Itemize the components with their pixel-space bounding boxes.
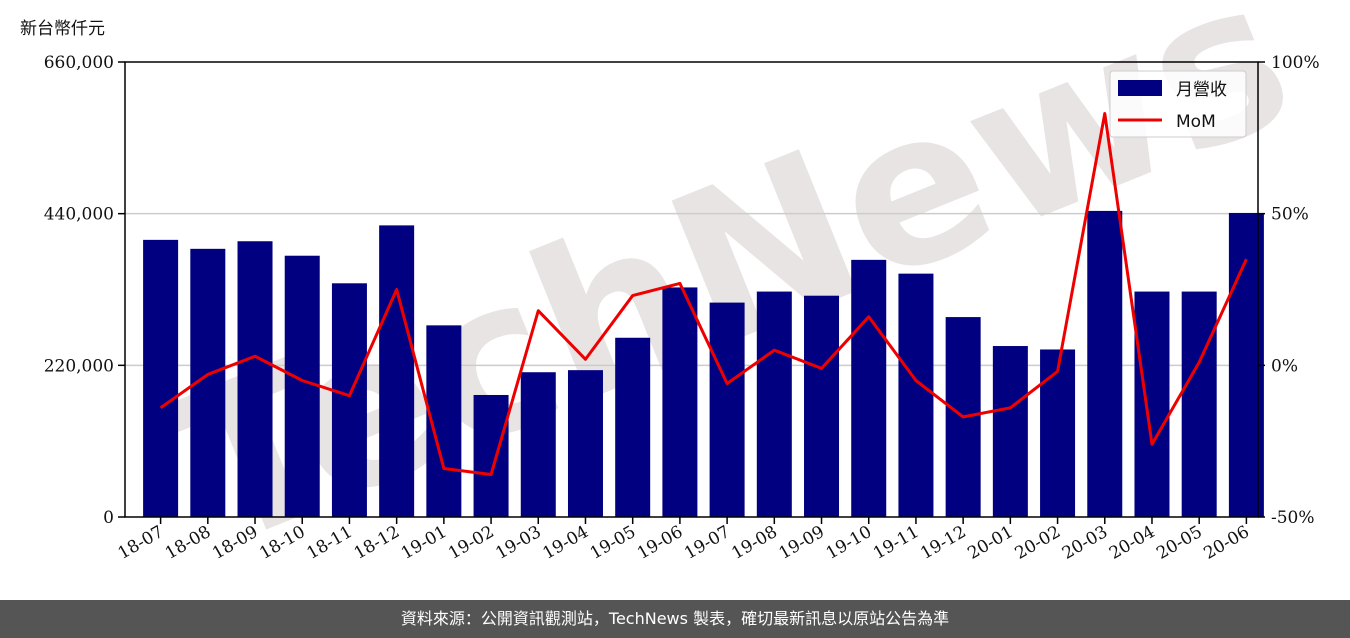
x-tick-label: 20-02 bbox=[1012, 522, 1064, 564]
revenue-bar-18-07 bbox=[143, 239, 179, 517]
revenue-bar-20-04 bbox=[1134, 291, 1170, 517]
legend-label-mom: MoM bbox=[1176, 112, 1216, 132]
x-tick-label: 20-01 bbox=[964, 522, 1016, 564]
revenue-bar-19-08 bbox=[756, 291, 792, 517]
legend: 月營收 MoM bbox=[1109, 70, 1247, 138]
revenue-chart: TechNews 0220,000440,000660,000-50%0%50%… bbox=[44, 0, 1321, 595]
x-tick-label: 20-06 bbox=[1200, 522, 1252, 564]
x-tick-label: 19-04 bbox=[540, 522, 592, 564]
x-tick-label: 19-01 bbox=[398, 522, 450, 564]
revenue-bar-19-10 bbox=[851, 259, 887, 517]
left-tick-label: 0 bbox=[103, 508, 114, 528]
x-tick-label: 20-04 bbox=[1106, 522, 1158, 564]
revenue-bar-20-01 bbox=[992, 346, 1028, 517]
x-tick-label: 19-07 bbox=[681, 522, 733, 564]
revenue-bar-19-07 bbox=[709, 302, 745, 517]
y-axis-unit-label: 新台幣仟元 bbox=[20, 19, 105, 39]
right-tick-label: 100% bbox=[1271, 53, 1320, 73]
x-tick-label: 19-06 bbox=[634, 522, 686, 564]
mom-line bbox=[159, 112, 1248, 477]
revenue-bar-19-05 bbox=[615, 337, 651, 517]
x-tick-label: 19-09 bbox=[776, 522, 828, 564]
left-tick-label: 440,000 bbox=[44, 205, 114, 225]
x-tick-label: 18-07 bbox=[115, 522, 167, 564]
revenue-bar-18-12 bbox=[379, 225, 415, 518]
x-tick-label: 19-10 bbox=[823, 522, 875, 564]
x-tick-label: 19-12 bbox=[917, 522, 969, 564]
x-tick-label: 19-08 bbox=[728, 522, 780, 564]
right-tick-label: 50% bbox=[1271, 205, 1309, 225]
x-tick-label: 20-05 bbox=[1153, 522, 1205, 564]
x-tick-label: 20-03 bbox=[1059, 522, 1111, 564]
revenue-bar-19-03 bbox=[520, 372, 556, 517]
mom-series bbox=[159, 112, 1248, 477]
revenue-bar-19-02 bbox=[473, 394, 509, 517]
x-tick-label: 19-11 bbox=[870, 522, 922, 564]
x-tick-label: 19-05 bbox=[587, 522, 639, 564]
right-tick-label: 0% bbox=[1271, 356, 1298, 376]
legend-label-revenue: 月營收 bbox=[1176, 80, 1227, 100]
revenue-bar-20-02 bbox=[1040, 349, 1076, 517]
revenue-bar-19-06 bbox=[662, 287, 698, 517]
revenue-bar-19-04 bbox=[567, 370, 603, 517]
plot-frame bbox=[124, 61, 1259, 518]
source-footer: 資料來源：公開資訊觀測站，TechNews 製表，確切最新訊息以原站公告為準 bbox=[0, 600, 1350, 638]
revenue-bar-18-11 bbox=[331, 283, 367, 517]
right-tick-label: -50% bbox=[1271, 508, 1315, 528]
legend-bar-swatch bbox=[1118, 80, 1162, 96]
x-tick-label: 19-02 bbox=[445, 522, 497, 564]
bar-series bbox=[143, 210, 1264, 518]
revenue-bar-18-10 bbox=[284, 255, 320, 517]
revenue-bar-20-03 bbox=[1087, 210, 1123, 517]
revenue-bar-19-11 bbox=[898, 273, 934, 517]
left-tick-label: 660,000 bbox=[44, 53, 114, 73]
revenue-bar-20-05 bbox=[1181, 291, 1217, 517]
revenue-bar-19-09 bbox=[804, 295, 840, 517]
left-tick-label: 220,000 bbox=[44, 356, 114, 376]
revenue-bar-18-09 bbox=[237, 241, 273, 517]
x-tick-label: 19-03 bbox=[492, 522, 544, 564]
x-tick-label: 18-08 bbox=[162, 522, 214, 564]
